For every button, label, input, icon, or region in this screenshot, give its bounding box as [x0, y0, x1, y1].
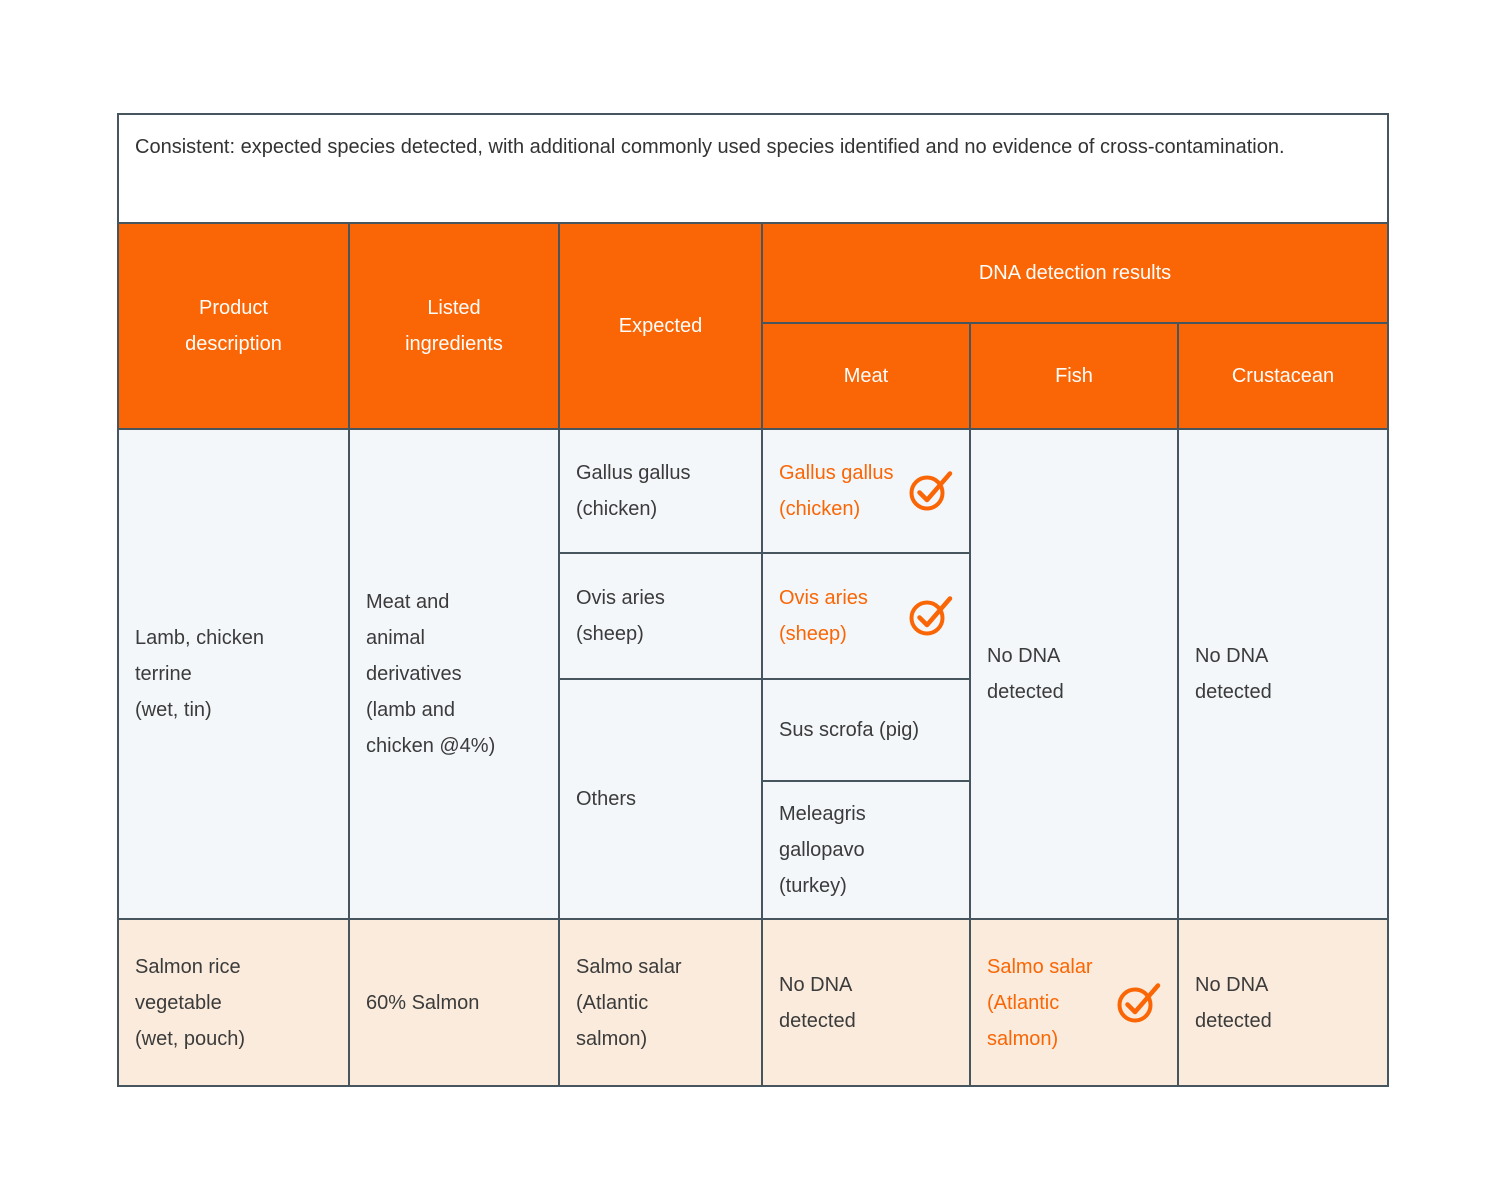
cell-meat-result-sheep: Ovis aries (sheep)	[761, 552, 971, 680]
crustacean-result: No DNA detected	[1195, 645, 1272, 703]
table-caption: Consistent: expected species detected, w…	[117, 113, 1389, 224]
meat-result: No DNA detected	[779, 973, 856, 1032]
expected-species: Salmo salar (Atlantic salmon)	[576, 955, 682, 1050]
product-description: Salmon rice vegetable (wet, pouch)	[135, 955, 246, 1050]
listed-ingredients: 60% Salmon	[366, 991, 480, 1014]
row-lamb-chicken-terrine-sub: Ovis aries (sheep) Ovis aries (sheep)	[118, 552, 1388, 680]
caption-row: Consistent: expected species detected, w…	[117, 113, 1389, 224]
fish-result: No DNA detected	[987, 645, 1064, 703]
dna-results-table: Consistent: expected species detected, w…	[117, 113, 1389, 1087]
cell-fish-result-salmon: Salmo salar (Atlantic salmon)	[969, 918, 1179, 1087]
detected-species: Salmo salar (Atlantic salmon)	[987, 955, 1093, 1050]
header-label: DNA detection results	[978, 262, 1172, 284]
product-description: Lamb, chicken terrine (wet, tin)	[135, 627, 264, 721]
header-label: Meat	[843, 365, 889, 387]
col-header-expected: Expected	[558, 222, 763, 430]
expected-species: Gallus gallus (chicken)	[576, 462, 691, 520]
check-circle-icon	[909, 596, 953, 636]
header-row-sub: Meat Fish Crustacean	[118, 322, 1389, 430]
detected-species: Gallus gallus (chicken)	[779, 462, 894, 520]
row-salmon-rice-vegetable: Salmon rice vegetable (wet, pouch) 60% S…	[117, 918, 1389, 1087]
row-lamb-chicken-terrine-sub: Meleagris gallopavo (turkey)	[118, 780, 1388, 920]
cell-expected-chicken: Gallus gallus (chicken)	[558, 428, 763, 554]
cell-meat-result-pig: Sus scrofa (pig)	[761, 678, 971, 782]
detected-result: Ovis aries (sheep)	[779, 580, 961, 652]
row-lamb-chicken-terrine: Lamb, chicken terrine (wet, tin) Meat an…	[117, 428, 1389, 920]
cell-listed-ingredients-2: 60% Salmon	[348, 918, 560, 1087]
header-label: Listed ingredients	[405, 297, 503, 355]
col-header-dna-detection-results: DNA detection results	[761, 222, 1389, 324]
listed-ingredients: Meat and animal derivatives (lamb and ch…	[366, 591, 496, 757]
cell-meat-result-chicken: Gallus gallus (chicken)	[761, 428, 971, 554]
cell-crustacean-result-2: No DNA detected	[1177, 918, 1389, 1087]
detected-species: Ovis aries (sheep)	[779, 587, 868, 645]
header-label: Fish	[1055, 365, 1093, 387]
cell-product-description-1: Lamb, chicken terrine (wet, tin)	[117, 428, 350, 920]
expected-species: Ovis aries (sheep)	[576, 587, 665, 645]
cell-expected-others: Others	[558, 678, 763, 920]
cell-crustacean-result-1: No DNA detected	[1177, 428, 1389, 920]
other-species: Meleagris gallopavo (turkey)	[779, 803, 866, 897]
header-row-top: Product description Listed ingredients E…	[117, 222, 1389, 430]
check-circle-icon	[1117, 982, 1161, 1022]
cell-product-description-2: Salmon rice vegetable (wet, pouch)	[117, 918, 350, 1087]
expected-species: Others	[576, 788, 637, 810]
header-label: Expected	[618, 315, 703, 337]
detected-result: Salmo salar (Atlantic salmon)	[987, 949, 1169, 1057]
header-label: Product description	[185, 297, 282, 355]
row-lamb-chicken-terrine-sub: Others Sus scrofa (pig)	[118, 678, 1388, 920]
col-header-listed-ingredients: Listed ingredients	[348, 222, 560, 430]
col-header-crustacean: Crustacean	[1177, 322, 1389, 430]
col-header-fish: Fish	[969, 322, 1179, 430]
check-circle-icon	[909, 471, 953, 511]
col-header-product-description: Product description	[117, 222, 350, 430]
caption-text: Consistent: expected species detected, w…	[135, 136, 1285, 158]
cell-expected-sheep: Ovis aries (sheep)	[558, 552, 763, 680]
cell-meat-result-2: No DNA detected	[761, 918, 971, 1087]
cell-fish-result-1: No DNA detected	[969, 428, 1179, 920]
cell-listed-ingredients-1: Meat and animal derivatives (lamb and ch…	[348, 428, 560, 920]
crustacean-result: No DNA detected	[1195, 973, 1272, 1032]
col-header-meat: Meat	[761, 322, 971, 430]
header-label: Crustacean	[1231, 365, 1335, 387]
cell-expected-salmon: Salmo salar (Atlantic salmon)	[558, 918, 763, 1087]
detected-result: Gallus gallus (chicken)	[779, 455, 961, 527]
other-species: Sus scrofa (pig)	[779, 719, 920, 741]
cell-meat-result-turkey: Meleagris gallopavo (turkey)	[761, 780, 971, 920]
